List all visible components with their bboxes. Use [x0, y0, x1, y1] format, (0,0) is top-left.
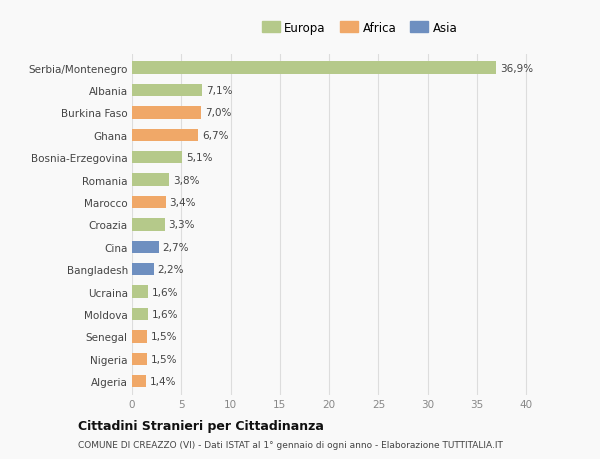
Text: 2,2%: 2,2% — [158, 264, 184, 274]
Bar — [132, 219, 164, 231]
Legend: Europa, Africa, Asia: Europa, Africa, Asia — [257, 17, 462, 39]
Text: 1,4%: 1,4% — [150, 376, 176, 386]
Text: 3,3%: 3,3% — [169, 220, 195, 230]
Text: 1,6%: 1,6% — [152, 287, 178, 297]
Bar — [132, 85, 202, 97]
Text: 3,4%: 3,4% — [169, 197, 196, 207]
Bar — [132, 152, 182, 164]
Bar — [132, 196, 166, 209]
Bar — [132, 308, 148, 320]
Text: 3,8%: 3,8% — [173, 175, 200, 185]
Text: Cittadini Stranieri per Cittadinanza: Cittadini Stranieri per Cittadinanza — [78, 419, 324, 432]
Bar — [132, 353, 147, 365]
Text: 1,5%: 1,5% — [151, 332, 177, 341]
Text: 7,1%: 7,1% — [206, 86, 232, 96]
Text: 36,9%: 36,9% — [500, 63, 533, 73]
Text: 2,7%: 2,7% — [163, 242, 189, 252]
Bar — [132, 263, 154, 276]
Bar — [132, 62, 496, 75]
Text: 6,7%: 6,7% — [202, 130, 229, 140]
Text: 1,5%: 1,5% — [151, 354, 177, 364]
Bar — [132, 241, 158, 253]
Text: 7,0%: 7,0% — [205, 108, 232, 118]
Bar — [132, 375, 146, 387]
Bar — [132, 286, 148, 298]
Bar — [132, 129, 198, 142]
Text: 1,6%: 1,6% — [152, 309, 178, 319]
Bar — [132, 107, 201, 119]
Text: 5,1%: 5,1% — [186, 153, 213, 163]
Bar — [132, 330, 147, 343]
Text: COMUNE DI CREAZZO (VI) - Dati ISTAT al 1° gennaio di ogni anno - Elaborazione TU: COMUNE DI CREAZZO (VI) - Dati ISTAT al 1… — [78, 441, 503, 449]
Bar — [132, 174, 169, 186]
